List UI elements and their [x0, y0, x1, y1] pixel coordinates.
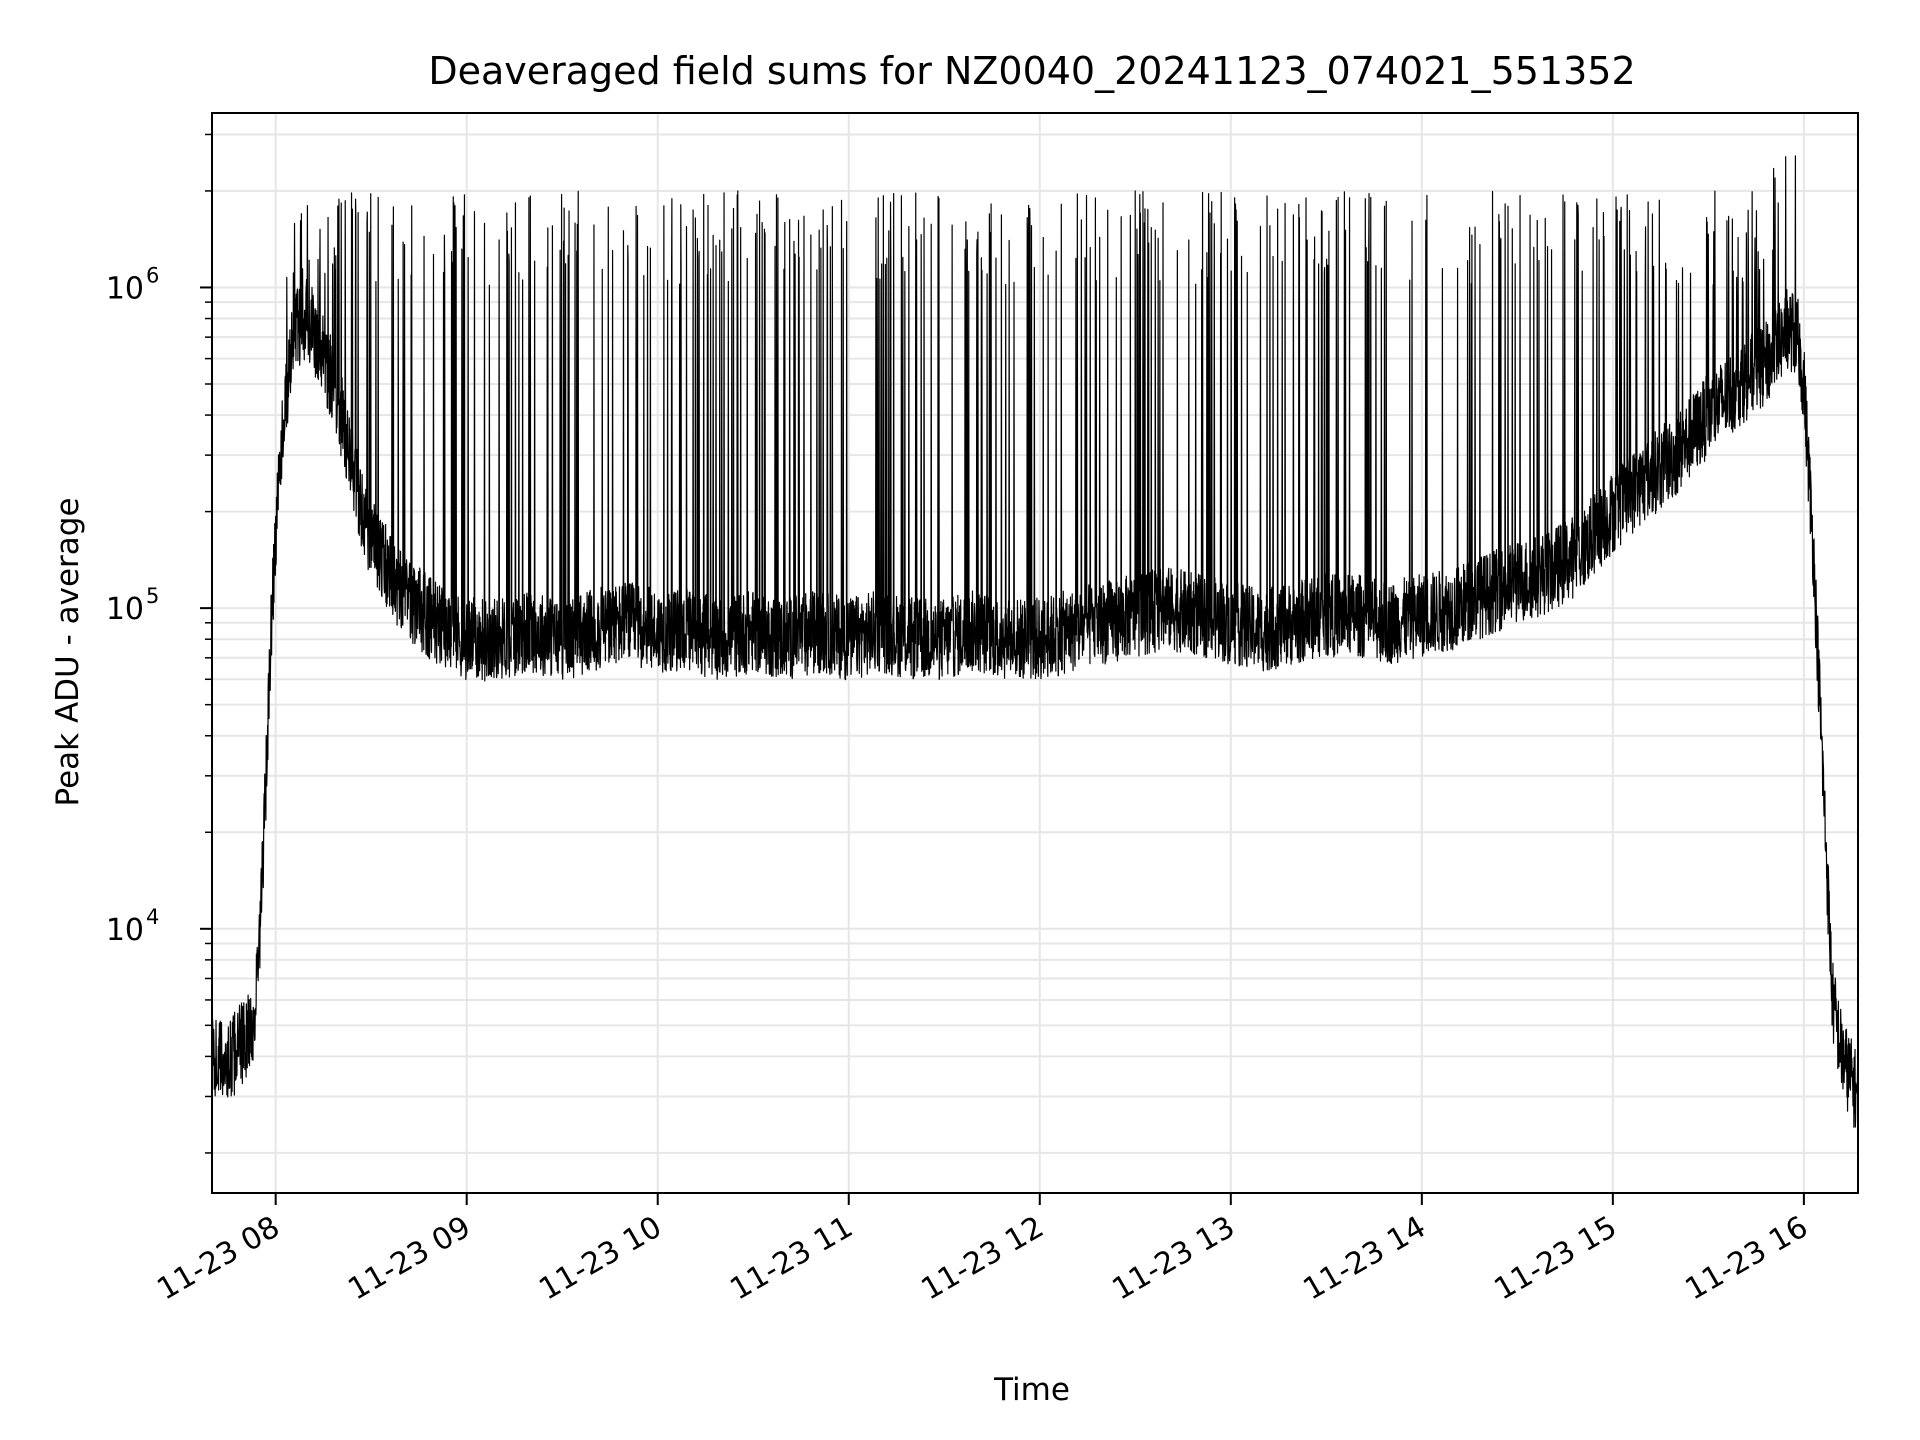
y-axis-title: Peak ADU - average — [50, 497, 86, 806]
series-layer — [212, 155, 1858, 1128]
y-tick-base: 10 — [106, 913, 144, 948]
chart-title: Deaveraged field sums for NZ0040_2024112… — [428, 49, 1635, 93]
y-tick-exponent: 4 — [146, 905, 159, 929]
y-tick-base: 10 — [106, 592, 144, 627]
plot-frame — [211, 112, 1859, 1194]
series-line — [212, 155, 1858, 1128]
y-tick-label: 10 5 — [106, 584, 160, 627]
x-axis-title: Time — [993, 1372, 1070, 1408]
y-tick-label: 10 4 — [106, 905, 160, 948]
y-tick-exponent: 5 — [146, 584, 159, 608]
y-tick-base: 10 — [106, 271, 144, 306]
y-tick-label: 10 6 — [106, 263, 160, 306]
y-tick-exponent: 6 — [146, 263, 159, 287]
